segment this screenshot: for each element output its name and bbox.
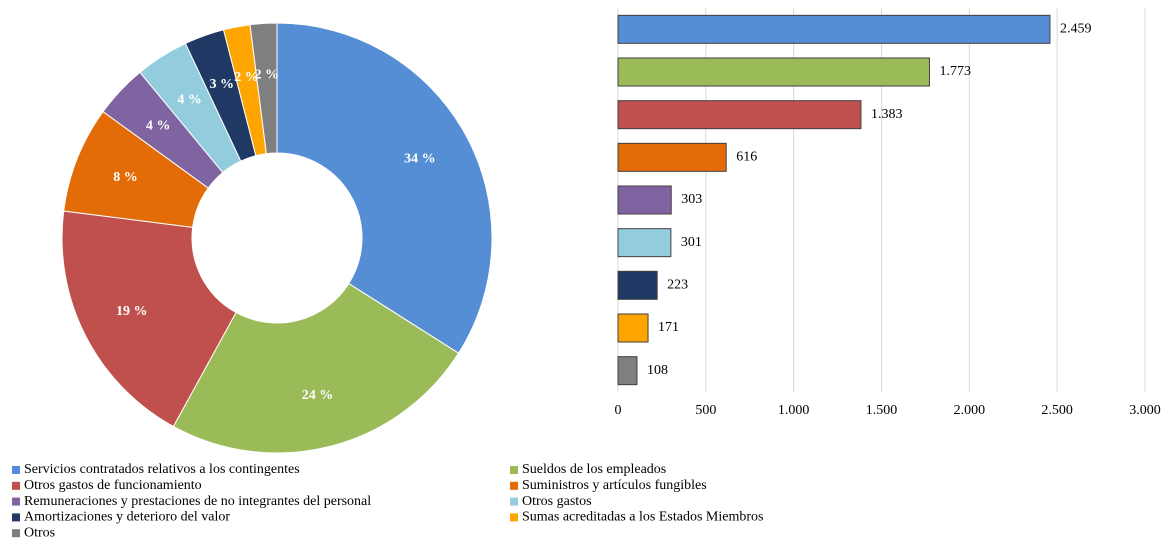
legend-swatch: [510, 513, 518, 522]
legend-label: Sumas acreditadas a los Estados Miembros: [522, 510, 763, 525]
x-tick-label: 2.500: [1041, 403, 1073, 418]
data-label: 171: [658, 320, 679, 335]
legend-label: Suministros y artículos fungibles: [522, 478, 707, 493]
legend-label: Otros gastos: [522, 494, 592, 509]
data-label: 8 %: [113, 170, 138, 185]
data-label: 108: [647, 363, 668, 378]
legend-label: Otros: [24, 525, 55, 540]
legend-swatch: [12, 513, 20, 522]
donut-slice: [61, 210, 237, 428]
legend-label: Servicios contratados relativos a los co…: [24, 462, 300, 477]
bar: [617, 57, 930, 87]
bar: [617, 270, 658, 300]
data-label: 3 %: [210, 77, 235, 92]
bar: [617, 185, 672, 215]
x-tick-label: 500: [695, 403, 716, 418]
legend-swatch: [12, 481, 20, 490]
donut-slice: [276, 22, 493, 354]
x-tick-label: 3.000: [1129, 403, 1161, 418]
x-tick-label: 1.500: [866, 403, 898, 418]
legend-swatch: [510, 481, 518, 490]
data-label: 34 %: [404, 152, 436, 167]
donut-slice: [172, 282, 460, 454]
bar: [617, 356, 638, 386]
legend-swatch: [12, 529, 20, 538]
data-label: 2.459: [1060, 22, 1092, 37]
data-label: 2 %: [255, 68, 280, 83]
x-tick-label: 1.000: [778, 403, 810, 418]
legend-label: Sueldos de los empleados: [522, 462, 666, 477]
data-label: 2 %: [234, 70, 259, 85]
data-label: 1.773: [939, 64, 971, 79]
x-tick-label: 0: [615, 403, 622, 418]
legend-swatch: [12, 497, 20, 506]
data-label: 24 %: [302, 388, 334, 403]
data-label: 4 %: [146, 119, 171, 134]
data-label: 223: [667, 278, 688, 293]
bar: [617, 14, 1051, 44]
legend-label: Otros gastos de funcionamiento: [24, 478, 202, 493]
x-tick-label: 2.000: [954, 403, 986, 418]
legend-label: Amortizaciones y deterioro del valor: [24, 510, 230, 525]
bar: [617, 100, 862, 130]
bar: [617, 228, 672, 258]
bar: [617, 313, 649, 343]
data-label: 1.383: [871, 107, 903, 122]
data-label: 301: [681, 235, 702, 250]
legend-swatch: [510, 466, 518, 474]
data-label: 616: [736, 150, 757, 165]
legend-swatch: [12, 466, 20, 474]
legend-swatch: [510, 497, 518, 506]
donut-slice: [249, 22, 278, 155]
legend-label: Remuneraciones y prestaciones de no inte…: [24, 494, 371, 509]
bar: [617, 142, 727, 172]
data-label: 4 %: [177, 93, 202, 108]
data-label: 19 %: [116, 304, 148, 319]
data-label: 303: [681, 192, 702, 207]
